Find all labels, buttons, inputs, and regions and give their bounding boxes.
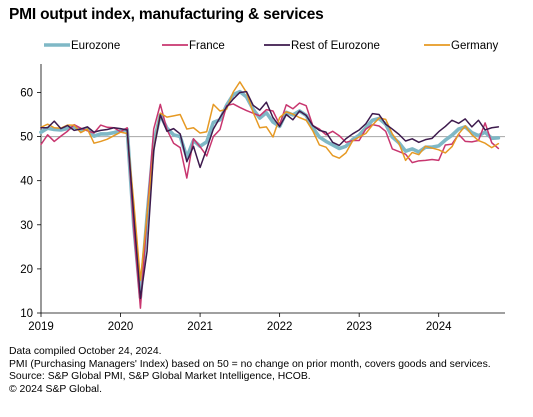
legend-item-rest-of-eurozone: Rest of Eurozone	[264, 40, 380, 52]
x-tick-label: 2021	[187, 321, 213, 333]
legend-item-germany: Germany	[424, 40, 499, 52]
y-tick-label: 10	[20, 308, 33, 320]
series-line-rest-of-eurozone	[40, 90, 500, 300]
legend-label: Eurozone	[71, 40, 120, 52]
series-line-germany	[40, 81, 500, 282]
legend-item-france: France	[162, 40, 225, 52]
x-tick-label: 2020	[108, 321, 134, 333]
x-tick-label: 2023	[346, 321, 372, 333]
chart-title: PMI output index, manufacturing & servic…	[9, 6, 324, 23]
x-tick-label: 2019	[28, 321, 54, 333]
y-tick-label: 30	[20, 220, 33, 232]
chart-axes: 10 20 30 40 50 60 2019 2020 2021 2022 2023 2024	[20, 64, 505, 333]
series-line-eurozone	[39, 89, 501, 299]
y-tick-label: 40	[20, 176, 33, 188]
legend-label: France	[189, 40, 225, 52]
x-tick-label: 2024	[426, 321, 452, 333]
line-chart: Eurozone France Rest of Eurozone Germany 10…	[20, 40, 505, 333]
chart-series	[39, 81, 501, 309]
y-tick-label: 60	[20, 87, 33, 99]
legend-label: Rest of Eurozone	[291, 40, 380, 52]
legend-label: Germany	[451, 40, 499, 52]
footnote-data-compiled: Data compiled October 24, 2024.	[9, 346, 162, 357]
legend-item-eurozone: Eurozone	[44, 40, 120, 52]
footnote-copyright: © 2024 S&P Global.	[9, 383, 102, 395]
x-tick-label: 2022	[267, 321, 293, 333]
y-tick-label: 50	[20, 132, 33, 144]
y-tick-label: 20	[20, 264, 33, 276]
footnotes: Data compiled October 24, 2024. PMI (Pur…	[9, 346, 531, 396]
chart-legend: Eurozone France Rest of Eurozone Germany	[44, 40, 499, 52]
footnote-source: Source: S&P Global PMI, S&P Global Marke…	[9, 371, 311, 383]
footnote-pmi-definition: PMI (Purchasing Managers' Index) based o…	[9, 358, 491, 370]
